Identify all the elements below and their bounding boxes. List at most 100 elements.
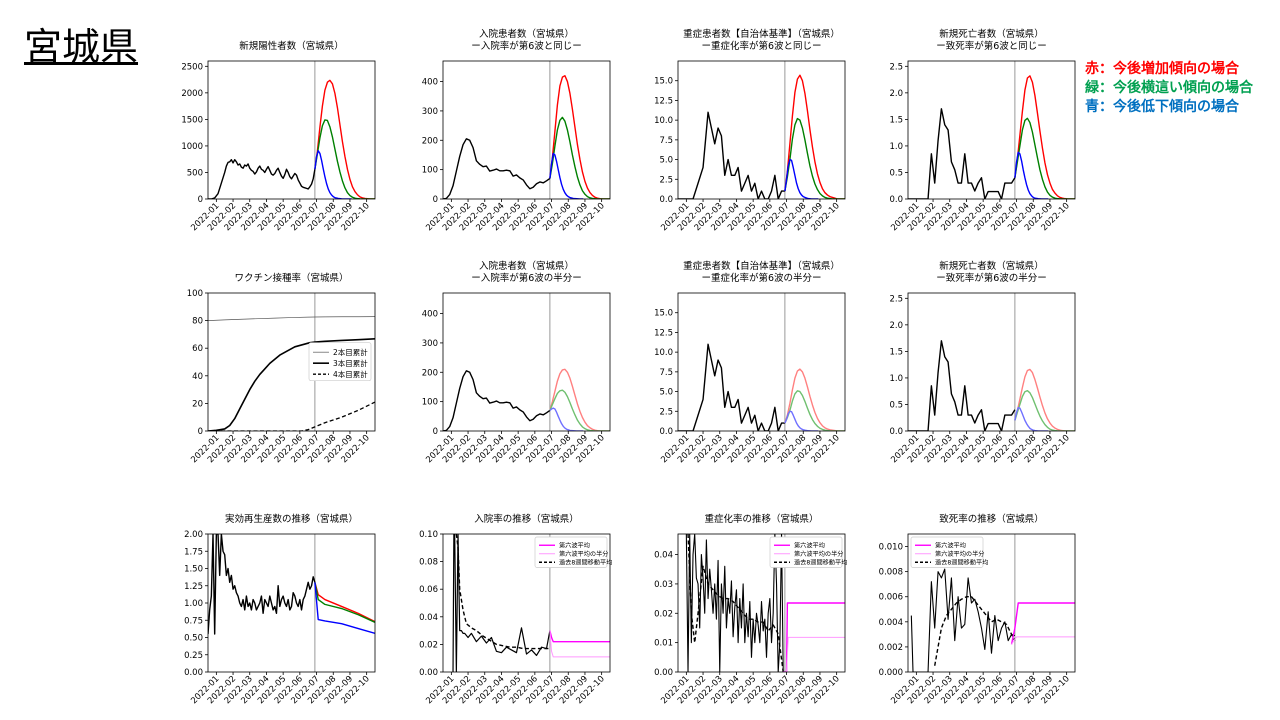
y-tick-label: 0.0: [659, 195, 673, 205]
y-tick-label: 0.008: [879, 568, 903, 578]
series-line: [1011, 636, 1075, 645]
legend-label: 過去8週間移動平均: [935, 558, 988, 566]
y-tick-label: 200: [422, 136, 438, 146]
legend-label: 4本目累計: [333, 369, 368, 379]
y-tick-label: 0.02: [654, 609, 673, 619]
y-tick-label: 100: [422, 398, 438, 408]
series-line: [783, 636, 845, 672]
y-tick-label: 80: [192, 317, 203, 327]
plot-frame: [677, 292, 846, 432]
y-tick-label: 0.03: [654, 580, 673, 590]
y-tick-label: 12.5: [654, 328, 673, 338]
chart-title: 入院率の推移（宮城県）: [474, 513, 579, 525]
y-tick-label: 0.0: [889, 427, 903, 437]
series-line: [1014, 406, 1049, 431]
chart-deaths-half: 新規死亡者数（宮城県）ー致死率が第6波の半分ー 0.0 0.5 1.0 1.5 2.0 2.…: [889, 260, 1076, 465]
chart-title: 新規死亡者数（宮城県）: [939, 260, 1044, 272]
y-tick-label: 0.75: [184, 616, 203, 626]
legend-label: 第六波平均の半分: [559, 550, 609, 558]
chart-title: 重症化率の推移（宮城県）: [704, 513, 818, 525]
y-tick-label: 2000: [181, 89, 203, 99]
series-line: [208, 534, 316, 635]
page-title: 宮城県: [24, 25, 139, 69]
series-line: [314, 582, 375, 623]
chart-title: ワクチン接種率（宮城県）: [234, 272, 348, 284]
y-tick-label: 60: [192, 344, 203, 354]
y-tick-label: 1.00: [184, 599, 203, 609]
y-tick-label: 0.01: [654, 639, 673, 649]
chart-inpatients-half: 入院患者数（宮城県）ー入院率が第6波の半分ー01002003004002022-…: [422, 260, 611, 465]
y-tick-label: 0.06: [419, 585, 438, 595]
plot-frame: [907, 292, 1076, 432]
chart-title: 重症患者数【自治体基準】（宮城県）: [683, 260, 840, 272]
y-tick-label: 1.25: [184, 582, 203, 592]
y-tick-label: 1500: [181, 115, 203, 125]
y-tick-label: 10.0: [654, 116, 673, 126]
y-tick-label: 100: [422, 166, 438, 176]
chart-severity-rate: 重症化率の推移（宮城県）0.000.010.020.030.042022-012…: [654, 513, 847, 706]
y-tick-label: 0.04: [654, 551, 673, 561]
y-tick-label: 5.0: [659, 388, 673, 398]
series-line: [443, 370, 551, 431]
y-tick-label: 0.02: [419, 640, 438, 650]
series-line: [314, 119, 375, 199]
series-line: [549, 389, 610, 431]
chart-subtitle: ー入院率が第6波の半分ー: [471, 272, 582, 284]
legend-label: 第六波平均の半分: [794, 550, 844, 558]
plot-frame: [677, 533, 846, 673]
chart-subtitle: ー致死率が第6波の半分ー: [936, 272, 1047, 284]
y-tick-label: 10.0: [654, 348, 673, 358]
series-line: [687, 534, 784, 672]
series-line: [549, 630, 610, 658]
legend-label: 過去8週間移動平均: [794, 558, 847, 566]
y-tick-label: 20: [192, 399, 203, 409]
chart-title: 実効再生産数の推移（宮城県）: [225, 513, 358, 525]
plot-frame: [442, 533, 611, 673]
series-line: [934, 596, 1016, 666]
series-line: [549, 74, 610, 199]
y-tick-label: 300: [422, 339, 438, 349]
series-line: [314, 582, 375, 623]
series-line: [208, 159, 316, 199]
chart-severe-half: 重症患者数【自治体基準】（宮城県）ー重症化率が第6波の半分ー 0.0 2.5 5.0 7…: [654, 260, 846, 465]
chart-subtitle: ー致死率が第6波と同じー: [936, 40, 1047, 52]
y-tick-label: 0.004: [879, 618, 903, 628]
series-line: [678, 111, 785, 199]
chart-new-cases: 新規陽性者数（宮城県）050010001500200025002022-0120…: [181, 40, 376, 233]
y-tick-label: 0.0: [659, 427, 673, 437]
series-line: [784, 74, 845, 199]
series-line: [784, 368, 845, 431]
y-tick-label: 1.50: [184, 565, 203, 575]
y-tick-label: 1.5: [889, 115, 903, 125]
y-tick-label: 0.50: [184, 634, 203, 644]
series-line: [314, 582, 375, 635]
y-tick-label: 0.010: [879, 543, 903, 553]
scenario-legend: 赤：今後増加傾向の場合 緑：今後横這い傾向の場合 青：今後低下傾向の場合: [1085, 60, 1253, 117]
plot-frame: [907, 60, 1076, 200]
y-tick-label: 5.0: [659, 156, 673, 166]
series-line: [549, 152, 584, 199]
plot-frame: [442, 292, 611, 432]
y-tick-label: 1000: [181, 142, 203, 152]
series-line: [208, 401, 375, 431]
chart-title: 重症患者数【自治体基準】（宮城県）: [683, 28, 840, 40]
y-tick-label: 0.04: [419, 613, 438, 623]
chart-fatality-rate: 致死率の推移（宮城県） 0.000 0.002 0.004 0.006 0.008 0.01…: [879, 513, 1076, 706]
y-tick-label: 0: [198, 427, 203, 437]
legend-label: 第六波平均: [794, 541, 825, 549]
series-line: [443, 138, 551, 199]
legend-label: 2本目累計: [333, 347, 368, 357]
y-tick-label: 100: [187, 289, 203, 299]
y-tick-label: 7.5: [659, 368, 673, 378]
chart-hospitalization-rate: 入院率の推移（宮城県）0.000.020.040.060.080.102022-…: [419, 513, 612, 706]
series-line: [1014, 117, 1075, 199]
series-line: [1014, 151, 1049, 199]
y-tick-label: 1.0: [889, 374, 903, 384]
series-line: [208, 316, 375, 321]
y-tick-label: 1.5: [889, 347, 903, 357]
y-tick-label: 2500: [181, 62, 203, 72]
series-line: [208, 338, 375, 431]
y-tick-label: 0: [433, 427, 438, 437]
y-tick-label: 7.5: [659, 136, 673, 146]
